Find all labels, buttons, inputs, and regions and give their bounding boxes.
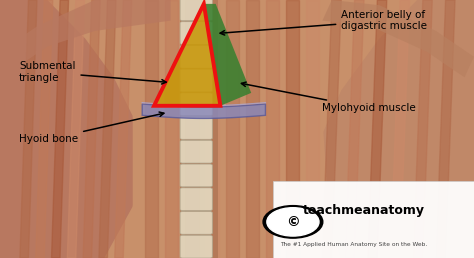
Text: teachmeanatomy: teachmeanatomy: [303, 204, 425, 216]
Polygon shape: [52, 0, 69, 258]
Circle shape: [267, 208, 319, 236]
Text: ©: ©: [286, 215, 300, 229]
Polygon shape: [99, 0, 116, 258]
Polygon shape: [20, 0, 37, 258]
Polygon shape: [165, 0, 178, 258]
Polygon shape: [436, 0, 455, 258]
Polygon shape: [205, 0, 219, 258]
Polygon shape: [67, 0, 84, 258]
Polygon shape: [306, 0, 319, 258]
Polygon shape: [133, 0, 332, 258]
Polygon shape: [185, 0, 199, 258]
Polygon shape: [0, 0, 171, 72]
FancyBboxPatch shape: [180, 188, 212, 211]
FancyBboxPatch shape: [180, 45, 212, 68]
Polygon shape: [0, 0, 142, 258]
FancyBboxPatch shape: [180, 0, 212, 21]
Polygon shape: [266, 0, 279, 258]
Text: The #1 Applied Human Anatomy Site on the Web.: The #1 Applied Human Anatomy Site on the…: [280, 241, 427, 247]
Text: Anterior belly of
digastric muscle: Anterior belly of digastric muscle: [220, 10, 427, 35]
FancyBboxPatch shape: [273, 181, 474, 258]
FancyBboxPatch shape: [180, 69, 212, 92]
Polygon shape: [154, 4, 220, 106]
Text: Hyoid bone: Hyoid bone: [19, 112, 164, 144]
Polygon shape: [246, 0, 259, 258]
FancyBboxPatch shape: [180, 140, 212, 163]
Polygon shape: [142, 104, 265, 118]
Polygon shape: [368, 0, 387, 258]
Polygon shape: [413, 0, 432, 258]
Polygon shape: [322, 0, 474, 77]
FancyBboxPatch shape: [180, 235, 212, 258]
Text: Submental
triangle: Submental triangle: [19, 61, 166, 84]
Polygon shape: [204, 4, 251, 106]
Polygon shape: [286, 0, 300, 258]
Polygon shape: [36, 0, 53, 258]
Polygon shape: [83, 0, 100, 258]
Polygon shape: [345, 0, 364, 258]
Polygon shape: [322, 0, 341, 258]
FancyBboxPatch shape: [180, 93, 212, 116]
FancyBboxPatch shape: [180, 22, 212, 44]
Text: Mylohyoid muscle: Mylohyoid muscle: [241, 82, 416, 113]
FancyBboxPatch shape: [180, 117, 212, 139]
Circle shape: [263, 206, 323, 238]
FancyBboxPatch shape: [180, 212, 212, 234]
Polygon shape: [115, 0, 132, 258]
Polygon shape: [145, 0, 158, 258]
Polygon shape: [391, 0, 410, 258]
FancyBboxPatch shape: [180, 164, 212, 187]
Polygon shape: [322, 0, 474, 258]
Polygon shape: [180, 0, 218, 258]
Polygon shape: [226, 0, 239, 258]
